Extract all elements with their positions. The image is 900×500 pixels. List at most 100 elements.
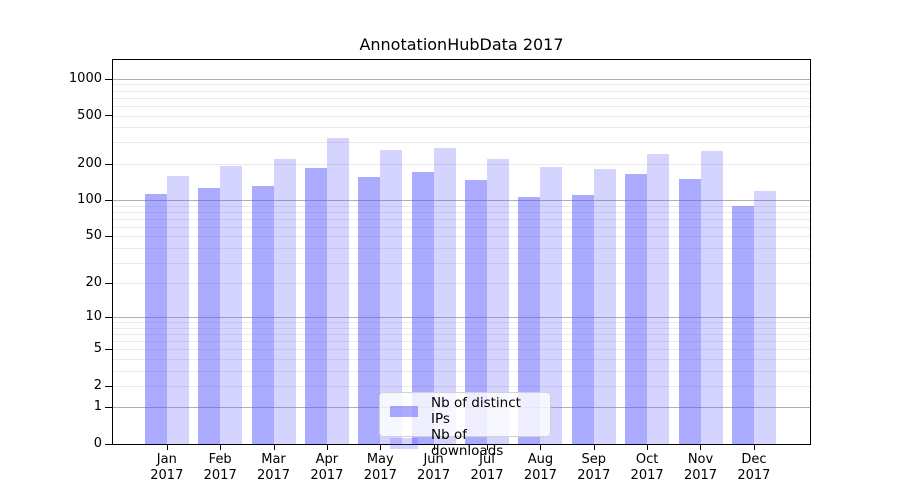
x-tick-apr-2017 bbox=[327, 445, 328, 450]
bar-nb-of-distinct-ips-mar-2017 bbox=[251, 186, 274, 444]
gridline-10 bbox=[113, 317, 810, 319]
bar-nb-of-distinct-ips-jan-2017 bbox=[144, 193, 167, 444]
legend-row-1: Nb of downloads bbox=[388, 427, 542, 459]
gridline-2 bbox=[113, 385, 810, 387]
y-tick-label-100: 100 bbox=[77, 192, 102, 208]
gridline-600 bbox=[113, 105, 810, 107]
x-tick-label-oct-2017: Oct 2017 bbox=[630, 452, 664, 483]
gridline-50 bbox=[113, 236, 810, 238]
gridline-900 bbox=[113, 84, 810, 86]
y-tick-200 bbox=[105, 164, 112, 165]
y-tick-label-10: 10 bbox=[85, 309, 102, 325]
y-tick-label-5: 5 bbox=[93, 341, 102, 357]
x-tick-label-may-2017: May 2017 bbox=[363, 452, 397, 483]
gridline-70 bbox=[113, 218, 810, 220]
gridline-8 bbox=[113, 327, 810, 329]
x-tick-feb-2017 bbox=[220, 445, 221, 450]
bar-nb-of-distinct-ips-may-2017 bbox=[358, 176, 381, 444]
x-tick-label-apr-2017: Apr 2017 bbox=[310, 452, 344, 483]
y-tick-100 bbox=[105, 200, 112, 201]
y-tick-label-1000: 1000 bbox=[68, 70, 102, 86]
y-tick-label-500: 500 bbox=[77, 107, 102, 123]
legend-row-0: Nb of distinct IPs bbox=[388, 395, 542, 427]
x-tick-jun-2017 bbox=[434, 445, 435, 450]
y-tick-label-1: 1 bbox=[93, 399, 102, 415]
gridline-300 bbox=[113, 142, 810, 144]
bar-nb-of-downloads-jul-2017 bbox=[487, 159, 509, 444]
bar-nb-of-downloads-nov-2017 bbox=[700, 150, 723, 444]
bar-nb-of-downloads-sep-2017 bbox=[593, 168, 616, 444]
gridline-400 bbox=[113, 127, 810, 129]
x-tick-dec-2017 bbox=[754, 445, 755, 450]
bar-nb-of-downloads-apr-2017 bbox=[326, 138, 349, 444]
bar-nb-of-distinct-ips-sep-2017 bbox=[571, 194, 594, 444]
bar-nb-of-distinct-ips-aug-2017 bbox=[518, 197, 541, 444]
y-tick-500 bbox=[105, 115, 112, 116]
gridline-80 bbox=[113, 211, 810, 213]
y-tick-1 bbox=[105, 407, 112, 408]
bar-nb-of-downloads-jun-2017 bbox=[433, 148, 456, 444]
legend-swatch-1 bbox=[390, 437, 418, 449]
gridline-7 bbox=[113, 334, 810, 336]
bar-nb-of-downloads-jan-2017 bbox=[166, 175, 189, 444]
y-tick-label-0: 0 bbox=[93, 436, 102, 451]
y-tick-0 bbox=[105, 444, 112, 445]
x-tick-label-aug-2017: Aug 2017 bbox=[523, 452, 557, 483]
legend-label-1: Nb of downloads bbox=[431, 427, 504, 459]
y-tick-label-200: 200 bbox=[77, 155, 102, 171]
legend: Nb of distinct IPs Nb of downloads bbox=[379, 392, 551, 459]
bar-nb-of-distinct-ips-nov-2017 bbox=[678, 178, 701, 444]
gridline-1000 bbox=[113, 78, 810, 80]
y-tick-label-20: 20 bbox=[85, 275, 102, 291]
gridline-3 bbox=[113, 370, 810, 372]
x-tick-label-dec-2017: Dec 2017 bbox=[737, 452, 771, 483]
gridline-20 bbox=[113, 283, 810, 285]
y-tick-label-2: 2 bbox=[93, 377, 102, 393]
x-tick-label-jan-2017: Jan 2017 bbox=[150, 452, 184, 483]
x-tick-label-mar-2017: Mar 2017 bbox=[256, 452, 291, 483]
x-tick-label-nov-2017: Nov 2017 bbox=[683, 452, 718, 483]
plot-canvas bbox=[113, 60, 810, 444]
bar-nb-of-downloads-oct-2017 bbox=[647, 153, 670, 444]
gridline-200 bbox=[113, 163, 810, 165]
x-tick-aug-2017 bbox=[540, 445, 541, 450]
bar-nb-of-distinct-ips-apr-2017 bbox=[304, 167, 327, 444]
bar-nb-of-downloads-aug-2017 bbox=[540, 167, 563, 444]
gridline-5 bbox=[113, 349, 810, 351]
gridline-100 bbox=[113, 200, 810, 202]
y-tick-50 bbox=[105, 236, 112, 237]
y-tick-20 bbox=[105, 283, 112, 284]
x-tick-mar-2017 bbox=[274, 445, 275, 450]
plot-area bbox=[112, 59, 811, 445]
x-tick-oct-2017 bbox=[647, 445, 648, 450]
x-tick-label-feb-2017: Feb 2017 bbox=[203, 452, 237, 483]
bar-nb-of-downloads-dec-2017 bbox=[753, 191, 776, 444]
x-tick-jan-2017 bbox=[167, 445, 168, 450]
y-tick-2 bbox=[105, 386, 112, 387]
x-tick-nov-2017 bbox=[700, 445, 701, 450]
gridline-4 bbox=[113, 358, 810, 360]
chart-title: AnnotationHubData 2017 bbox=[359, 35, 564, 54]
x-tick-label-jul-2017: Jul 2017 bbox=[470, 452, 504, 483]
x-tick-label-sep-2017: Sep 2017 bbox=[577, 452, 611, 483]
bar-nb-of-distinct-ips-oct-2017 bbox=[625, 173, 648, 444]
gridline-60 bbox=[113, 226, 810, 228]
y-tick-label-50: 50 bbox=[85, 228, 102, 244]
gridline-40 bbox=[113, 247, 810, 249]
bar-nb-of-distinct-ips-jul-2017 bbox=[465, 179, 487, 444]
gridline-90 bbox=[113, 205, 810, 207]
x-tick-may-2017 bbox=[380, 445, 381, 450]
bar-nb-of-distinct-ips-dec-2017 bbox=[731, 206, 754, 444]
x-tick-sep-2017 bbox=[594, 445, 595, 450]
bar-nb-of-downloads-may-2017 bbox=[380, 150, 403, 444]
legend-label-0: Nb of distinct IPs bbox=[431, 395, 521, 427]
gridline-6 bbox=[113, 341, 810, 343]
gridline-700 bbox=[113, 97, 810, 99]
x-tick-label-jun-2017: Jun 2017 bbox=[417, 452, 451, 483]
gridline-500 bbox=[113, 115, 810, 117]
y-tick-10 bbox=[105, 317, 112, 318]
bar-nb-of-distinct-ips-jun-2017 bbox=[411, 172, 434, 444]
y-tick-1000 bbox=[105, 79, 112, 80]
bar-nb-of-downloads-mar-2017 bbox=[273, 159, 296, 444]
